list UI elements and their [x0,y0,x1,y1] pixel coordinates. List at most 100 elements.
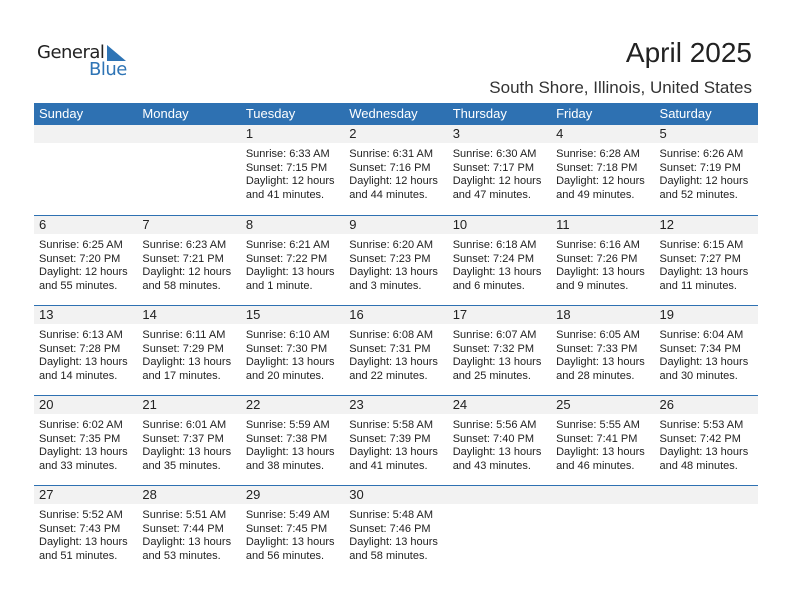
day-number: 17 [452,307,468,322]
day-number: 19 [659,307,674,322]
weekday-tuesday: Tuesday [245,106,296,121]
day-number: 23 [349,397,364,412]
day-number: 12 [659,217,674,232]
day-details: Sunrise: 6:02 AM Sunset: 7:35 PM Daylight:… [39,419,137,473]
daylight1-text: Daylight: 13 hours [142,536,232,549]
daylight2-text: and 17 minutes. [142,369,221,382]
week-row: 13 Sunrise: 6:13 AM Sunset: 7:28 PM Dayligh… [34,305,758,395]
day-number: 10 [452,217,468,232]
day-cell: 28 Sunrise: 5:51 AM Sunset: 7:44 PM Dayligh… [137,486,240,575]
day-cell: 30 Sunrise: 5:48 AM Sunset: 7:46 PM Dayligh… [344,486,447,575]
sunset-text: Sunset: 7:38 PM [245,432,328,445]
day-number: 25 [556,397,571,412]
daylight1-text: Daylight: 13 hours [349,536,438,549]
day-cell: 18 Sunrise: 6:05 AM Sunset: 7:33 PM Dayligh… [551,306,654,395]
daylight2-text: and 6 minutes. [452,279,525,292]
sunset-text: Sunset: 7:32 PM [452,342,535,355]
empty-cell [34,125,137,215]
sunset-text: Sunset: 7:28 PM [39,342,121,355]
sunset-text: Sunset: 7:16 PM [349,161,431,174]
daylight2-text: and 30 minutes. [659,369,738,382]
day-number: 2 [349,126,357,141]
sunset-text: Sunset: 7:40 PM [452,432,535,445]
day-cell: 2 Sunrise: 6:31 AM Sunset: 7:16 PM Daylight… [344,125,447,215]
day-details: Sunrise: 5:56 AM Sunset: 7:40 PM Daylight:… [453,419,551,473]
day-number: 3 [452,126,460,141]
daylight2-text: and 51 minutes. [39,549,118,562]
daylight1-text: Daylight: 13 hours [556,356,645,369]
sunrise-text: Sunrise: 6:11 AM [142,329,226,341]
day-details: Sunrise: 6:13 AM Sunset: 7:28 PM Daylight:… [39,329,137,383]
week-row: 6 Sunrise: 6:25 AM Sunset: 7:20 PM Daylight… [34,215,758,305]
daylight2-text: and 41 minutes. [349,459,428,472]
day-cell: 7 Sunrise: 6:23 AM Sunset: 7:21 PM Daylight… [137,216,240,305]
sunset-text: Sunset: 7:17 PM [452,161,535,174]
day-number: 13 [39,307,54,322]
sunset-text: Sunset: 7:33 PM [556,342,638,355]
day-number: 7 [142,217,150,232]
sunset-text: Sunset: 7:18 PM [556,161,638,174]
day-details: Sunrise: 6:05 AM Sunset: 7:33 PM Daylight:… [556,329,654,383]
day-details: Sunrise: 6:18 AM Sunset: 7:24 PM Daylight:… [453,239,551,293]
day-cell: 5 Sunrise: 6:26 AM Sunset: 7:19 PM Daylight… [655,125,758,215]
daylight1-text: Daylight: 13 hours [142,356,232,369]
day-cell: 3 Sunrise: 6:30 AM Sunset: 7:17 PM Daylight… [448,125,551,215]
sunrise-text: Sunrise: 6:21 AM [245,239,330,251]
sunrise-text: Sunrise: 6:26 AM [659,148,744,160]
sunrise-text: Sunrise: 6:31 AM [349,148,434,160]
sunset-text: Sunset: 7:42 PM [659,432,741,445]
logo-text-blue: Blue [89,59,127,80]
week-row: 1 Sunrise: 6:33 AM Sunset: 7:15 PM Daylight… [34,125,758,215]
day-cell: 4 Sunrise: 6:28 AM Sunset: 7:18 PM Daylight… [551,125,654,215]
sunrise-text: Sunrise: 6:20 AM [349,239,434,251]
logo: General Blue [37,42,127,80]
sunset-text: Sunset: 7:27 PM [659,252,741,265]
week-row: 27 Sunrise: 5:52 AM Sunset: 7:43 PM Dayligh… [34,485,758,575]
sunrise-text: Sunrise: 6:04 AM [659,329,744,341]
day-number: 28 [142,487,157,502]
daylight1-text: Daylight: 13 hours [452,356,542,369]
date-band [34,125,758,143]
sunrise-text: Sunrise: 6:10 AM [245,329,330,341]
day-cell: 24 Sunrise: 5:56 AM Sunset: 7:40 PM Dayligh… [448,396,551,485]
day-details: Sunrise: 6:23 AM Sunset: 7:21 PM Daylight:… [142,239,240,293]
sunrise-text: Sunrise: 5:58 AM [349,419,434,431]
daylight1-text: Daylight: 13 hours [452,266,542,279]
daylight1-text: Daylight: 13 hours [245,266,335,279]
day-cell: 10 Sunrise: 6:18 AM Sunset: 7:24 PM Dayligh… [448,216,551,305]
day-cell: 27 Sunrise: 5:52 AM Sunset: 7:43 PM Dayligh… [34,486,137,575]
sunrise-text: Sunrise: 6:15 AM [659,239,744,251]
daylight2-text: and 14 minutes. [39,369,118,382]
day-cell: 17 Sunrise: 6:07 AM Sunset: 7:32 PM Dayligh… [448,306,551,395]
daylight2-text: and 9 minutes. [556,279,629,292]
daylight2-text: and 25 minutes. [452,369,531,382]
empty-cell [551,486,654,575]
day-number: 5 [659,126,667,141]
daylight2-text: and 46 minutes. [556,459,635,472]
sunset-text: Sunset: 7:39 PM [349,432,431,445]
sunset-text: Sunset: 7:41 PM [556,432,638,445]
day-cell: 12 Sunrise: 6:15 AM Sunset: 7:27 PM Dayligh… [655,216,758,305]
day-cell: 20 Sunrise: 6:02 AM Sunset: 7:35 PM Dayligh… [34,396,137,485]
day-number: 1 [245,126,254,141]
location-subtitle: South Shore, Illinois, United States [489,78,752,97]
day-number: 4 [556,126,564,141]
sunrise-text: Sunrise: 5:51 AM [142,509,227,521]
sunset-text: Sunset: 7:24 PM [452,252,535,265]
day-details: Sunrise: 6:10 AM Sunset: 7:30 PM Daylight:… [246,329,344,383]
sunset-text: Sunset: 7:29 PM [142,342,224,355]
day-number: 6 [39,217,47,232]
daylight2-text: and 48 minutes. [659,459,738,472]
day-details: Sunrise: 6:16 AM Sunset: 7:26 PM Daylight:… [556,239,654,293]
daylight2-text: and 28 minutes. [556,369,635,382]
day-cell: 21 Sunrise: 6:01 AM Sunset: 7:37 PM Dayligh… [137,396,240,485]
sunrise-text: Sunrise: 6:25 AM [39,239,123,251]
logo-text-general: General [37,42,105,63]
daylight2-text: and 20 minutes. [245,369,325,382]
daylight2-text: and 58 minutes. [349,549,428,562]
daylight1-text: Daylight: 13 hours [142,446,232,459]
sunset-text: Sunset: 7:34 PM [659,342,741,355]
sunset-text: Sunset: 7:23 PM [349,252,431,265]
sunrise-text: Sunrise: 6:23 AM [142,239,227,251]
day-cell: 23 Sunrise: 5:58 AM Sunset: 7:39 PM Dayligh… [344,396,447,485]
